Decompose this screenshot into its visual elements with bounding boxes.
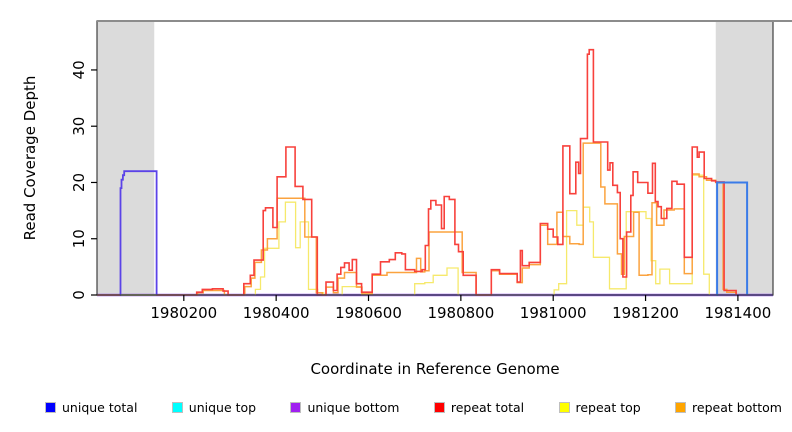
legend-item-repeat-top: repeat top [558,400,641,415]
y-tick-label: 20 [70,173,88,192]
x-tick-label: 1980400 [243,304,310,322]
legend-item-repeat-bottom: repeat bottom [675,400,782,415]
x-tick-label: 1981400 [705,304,772,322]
y-tick-label: 30 [70,117,88,136]
y-tick-label: 40 [70,60,88,79]
legend-label: unique top [188,400,257,415]
x-tick-label: 1980200 [150,304,217,322]
legend-swatch-unique-top [171,402,183,413]
series-repeat-bottom [97,142,737,296]
plot-frame [96,20,774,296]
x-tick-label: 1981000 [520,304,587,322]
legend-item-unique-total: unique total [45,400,138,415]
legend-label: repeat total [450,400,525,415]
legend-label: unique bottom [307,400,400,415]
x-tick-label: 1980800 [427,304,494,322]
chart-legend: unique total unique top unique bottom repea… [45,400,782,415]
legend-label: repeat top [575,400,641,415]
series-unique-total-seg1 [119,170,158,296]
y-axis-title: Read Coverage Depth [21,75,39,241]
x-axis-title: Coordinate in Reference Genome [310,360,560,378]
legend-item-unique-top: unique top [171,400,257,415]
legend-item-repeat-total: repeat total [433,400,525,415]
x-tick-label: 1981200 [612,304,679,322]
legend-swatch-repeat-bottom [675,402,687,413]
legend-swatch-unique-bottom [290,402,302,413]
legend-item-unique-bottom: unique bottom [290,400,400,415]
masked-region-right [715,21,773,295]
y-tick-label: 10 [70,229,88,248]
y-tick-label: 0 [70,290,88,300]
masked-region-left [97,21,155,295]
legend-label: repeat bottom [692,400,782,415]
x-tick-label: 1980600 [335,304,402,322]
legend-swatch-repeat-total [433,402,445,413]
legend-swatch-repeat-top [558,402,570,413]
legend-swatch-unique-total [45,402,56,413]
legend-label: unique total [62,400,138,415]
